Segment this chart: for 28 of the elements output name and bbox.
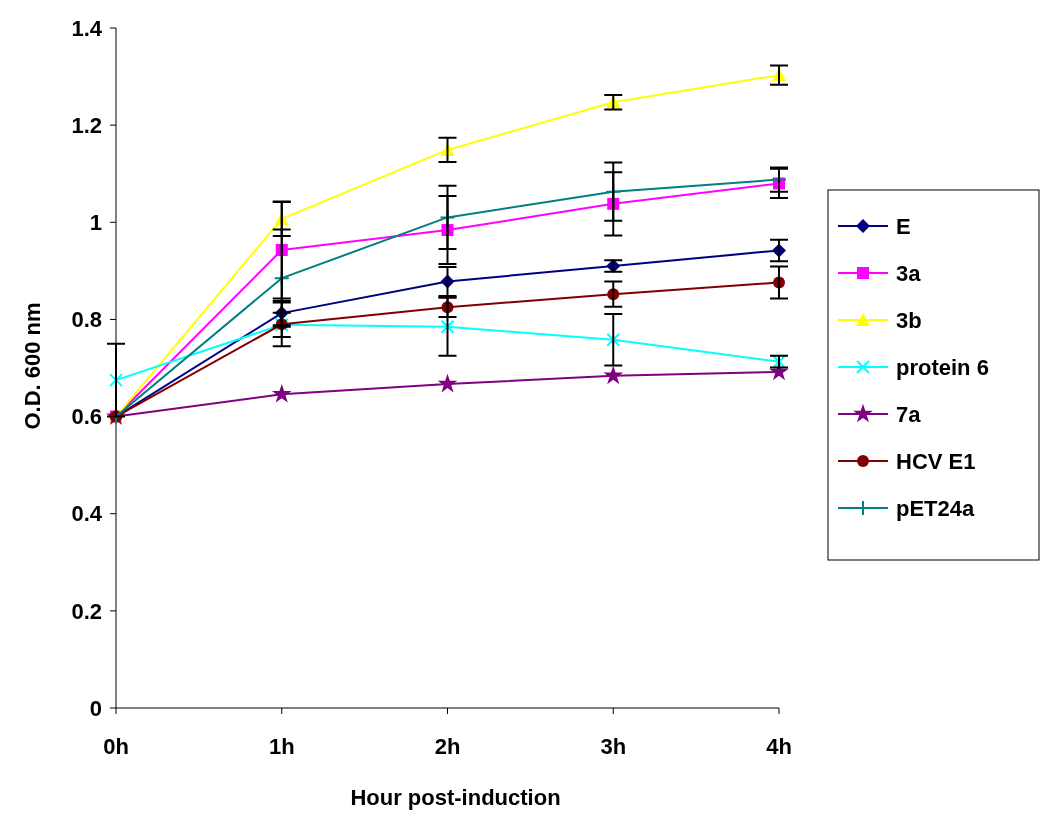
y-tick-label: 1.4 [71,15,103,41]
y-tick-label: 0 [89,695,102,721]
legend-label: E [896,213,911,239]
point [606,332,621,347]
y-tick-label: 1 [89,209,102,235]
x-tick-label: 3h [600,734,627,759]
y-tick-label: 0.4 [71,501,103,527]
x-tick-label: 1h [268,734,295,759]
y-tick-label: 0.8 [71,307,102,333]
x-tick-label: 2h [434,734,461,759]
legend-label: 3b [896,307,922,333]
x-tick-label: 0h [103,734,129,759]
legend-label: 3a [896,260,922,286]
x-tick-label: 4h [766,734,792,759]
legend-label: pET24a [896,495,976,521]
y-tick-label: 0.6 [71,404,102,430]
legend-label: protein 6 [896,354,989,380]
y-axis-title: O.D. 600 nm [20,302,45,430]
point [109,373,123,388]
x-axis-title: Hour post-induction [350,785,561,810]
legend-label: HCV E1 [896,448,976,474]
legend-label: 7a [896,401,922,427]
point [271,383,292,403]
point [603,365,624,385]
point [440,319,455,334]
y-tick-label: 0.2 [71,598,102,624]
y-tick-label: 1.2 [71,112,102,138]
point [437,373,458,393]
